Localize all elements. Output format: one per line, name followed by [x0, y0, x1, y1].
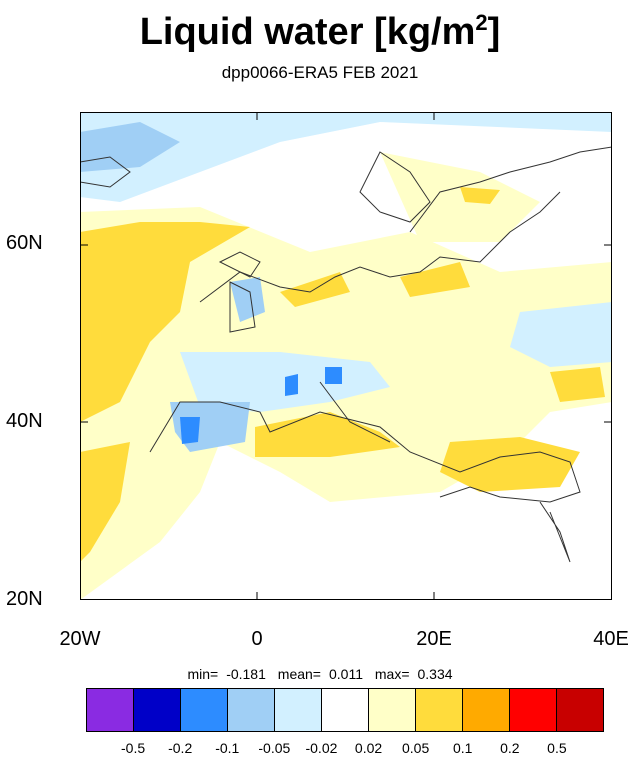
- field-negative-strong: [180, 367, 342, 444]
- colorbar-box-5: [322, 689, 369, 731]
- map-frame-ticks: [80, 112, 612, 600]
- max-value: 0.334: [417, 666, 453, 682]
- colorbar-label-2: -0.1: [215, 740, 240, 756]
- colorbar: [86, 688, 604, 732]
- colorbar-box-9: [510, 689, 557, 731]
- min-label: min=: [187, 666, 219, 682]
- colorbar-label-0: -0.5: [121, 740, 146, 756]
- lat-label-20n: 20N: [6, 588, 43, 610]
- lon-label-40e: 40E: [593, 628, 629, 650]
- map-canvas: [80, 112, 612, 600]
- colorbar-label-6: 0.05: [402, 740, 430, 756]
- chart-title: Liquid water [kg/m2]: [139, 10, 501, 53]
- field-positive-light: [80, 152, 612, 600]
- lon-label-0: 0: [251, 628, 263, 650]
- min-value: -0.181: [226, 666, 266, 682]
- coastlines: [80, 146, 612, 563]
- chart-subtitle: dpp0066-ERA5 FEB 2021: [221, 63, 419, 82]
- colorbar-box-0: [87, 689, 134, 731]
- lon-label-20w: 20W: [59, 628, 101, 650]
- stats-line: min= -0.181 mean= 0.011 max= 0.334: [0, 666, 640, 682]
- colorbar-box-2: [181, 689, 228, 731]
- colorbar-box-1: [134, 689, 181, 731]
- colorbar-box-10: [557, 689, 603, 731]
- colorbar-box-3: [228, 689, 275, 731]
- colorbar-box-4: [275, 689, 322, 731]
- field-negative-medium: [80, 122, 265, 452]
- colorbar-label-1: -0.2: [168, 740, 193, 756]
- colorbar-label-9: 0.5: [547, 740, 567, 756]
- map-panel: [80, 112, 612, 600]
- colorbar-label-7: 0.1: [452, 740, 473, 756]
- colorbar-label-5: 0.02: [354, 740, 383, 756]
- lon-label-20e: 20E: [416, 628, 452, 650]
- colorbar-box-6: [369, 689, 416, 731]
- max-label: max=: [374, 666, 410, 682]
- colorbar-label-3: -0.05: [258, 740, 291, 756]
- colorbar-box-7: [416, 689, 463, 731]
- lat-label-40n: 40N: [6, 410, 43, 432]
- mean-label: mean=: [277, 666, 321, 682]
- colorbar-label-4: -0.02: [305, 740, 338, 756]
- colorbar-box-8: [463, 689, 510, 731]
- mean-value: 0.011: [328, 666, 363, 682]
- colorbar-label-8: 0.2: [500, 740, 520, 756]
- lat-label-60n: 60N: [6, 232, 43, 254]
